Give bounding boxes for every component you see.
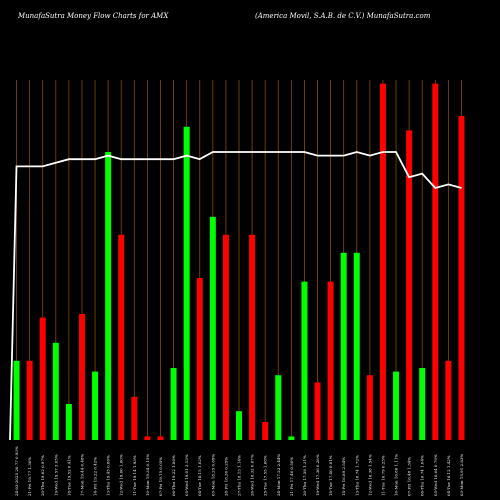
- x-tick-label: 14-Fri 16.89 2.54%: [341, 457, 346, 496]
- bar: [458, 116, 465, 440]
- x-tick-label: 13-Thu 19.45 0.80%: [106, 455, 111, 496]
- x-tick-label: 11-Tue 16.79 0.25%: [380, 455, 385, 496]
- x-tick-label: 10-Mon 16.86 1.11%: [394, 454, 399, 496]
- x-tick-label: 18-Tue 17.40 0.01%: [328, 455, 333, 496]
- bar: [118, 234, 125, 440]
- bar: [314, 382, 321, 440]
- bar: [196, 278, 203, 440]
- bar: [262, 422, 269, 440]
- x-tick-label: 19-Wed 19.57 3.05%: [53, 454, 58, 496]
- x-tick-label: 07-Fri 16.48 1.34%: [407, 457, 412, 496]
- bar: [222, 234, 229, 440]
- bar: [78, 314, 85, 440]
- bar: [379, 83, 386, 440]
- x-tick-label: 06-Thu 19.22 1.80%: [171, 455, 176, 496]
- x-tick-label: 03-Mon 18.25 0.69%: [210, 454, 215, 496]
- x-tick-label: 28-Fri 18.30 0.25%: [223, 457, 228, 496]
- bar: [105, 152, 112, 440]
- bar: [92, 371, 99, 440]
- bar: [353, 252, 360, 440]
- bar: [65, 404, 72, 440]
- x-tick-label: 12-Wed 16.38 1.54%: [367, 454, 372, 496]
- bar: [406, 130, 413, 440]
- bar: [144, 436, 151, 440]
- bar: [170, 368, 177, 440]
- bar: [209, 216, 216, 440]
- x-tick-label: 26-Wed 18.32 0.67%: [250, 454, 255, 496]
- x-tick-label: 03-Mon 15.91 2.83%: [459, 454, 464, 496]
- x-tick-label: 25-Tue 17.55 1.68%: [263, 455, 268, 496]
- bar: [26, 360, 33, 440]
- x-tick-label: 05-Wed 16.64 0.79%: [433, 454, 438, 496]
- bar: [131, 396, 138, 440]
- x-tick-label: 06-Thu 16.74 1.04%: [420, 455, 425, 496]
- x-tick-label: 17-Mon 19.44 0.48%: [79, 454, 84, 496]
- bar: [327, 281, 334, 440]
- bar: [445, 360, 452, 440]
- x-tick-label: 20-Thu 19.62 0.97%: [40, 455, 45, 496]
- x-tick-label: 21-Fri 17.46 0.50%: [289, 457, 294, 496]
- bar: [288, 436, 295, 440]
- bar: [366, 375, 373, 440]
- x-tick-labels: 24-03-2025 20.77 0.93% 21-Fri 19.77 1.30%…: [14, 446, 464, 496]
- bar: [13, 360, 20, 440]
- x-tick-label: 11-Tue 19.14 1.93%: [132, 455, 137, 496]
- bar: [39, 317, 46, 440]
- bar: [275, 375, 282, 440]
- x-tick-label: 05-Wed 19.01 3.13%: [184, 454, 189, 496]
- bar: [183, 126, 190, 441]
- bar: [419, 368, 426, 440]
- bar: [340, 252, 347, 440]
- x-tick-label: 04-Tue 16.12 1.42%: [446, 455, 451, 496]
- bar: [52, 342, 59, 440]
- bar: [301, 281, 308, 440]
- x-tick-label: 21-Fri 19.77 1.30%: [27, 457, 32, 496]
- x-tick-label: 24-03-2025 20.77 0.93%: [14, 446, 19, 496]
- x-tick-label: 24-Mon 17.23 2.44%: [276, 454, 281, 496]
- bar: [393, 371, 400, 440]
- chart-title: MunafaSutra Money Flow Charts for AMX: [17, 12, 169, 20]
- x-tick-label: 20-Thu 17.39 1.31%: [302, 455, 307, 496]
- x-tick-label: 27-Thu 18.13 1.14%: [237, 455, 242, 496]
- bars: [13, 83, 465, 441]
- bar: [157, 436, 164, 440]
- bar: [249, 234, 256, 440]
- x-tick-label: 19-Wed 17.36 0.28%: [315, 454, 320, 496]
- x-tick-label: 12-Wed 19.60 1.60%: [119, 454, 124, 496]
- x-tick-label: 07-Fri 19.15 0.05%: [158, 457, 163, 496]
- x-tick-label: 04-Tue 18.15 1.02%: [197, 455, 202, 496]
- bar: [236, 411, 242, 440]
- money-flow-line: [9, 151, 462, 441]
- x-tick-label: 13-Thu 16.74 1.72%: [354, 455, 359, 496]
- x-tick-label: 18-Tue 19.52 0.41%: [66, 455, 71, 496]
- bar: [432, 83, 439, 440]
- chart-subtitle: (America Movil, S.A.B. de C.V.) MunafaSu…: [255, 12, 431, 20]
- x-tick-label: 10-Mon 19.34 0.15%: [145, 454, 150, 496]
- x-tick-label: 14-Fri 19.22 0.42%: [93, 457, 98, 496]
